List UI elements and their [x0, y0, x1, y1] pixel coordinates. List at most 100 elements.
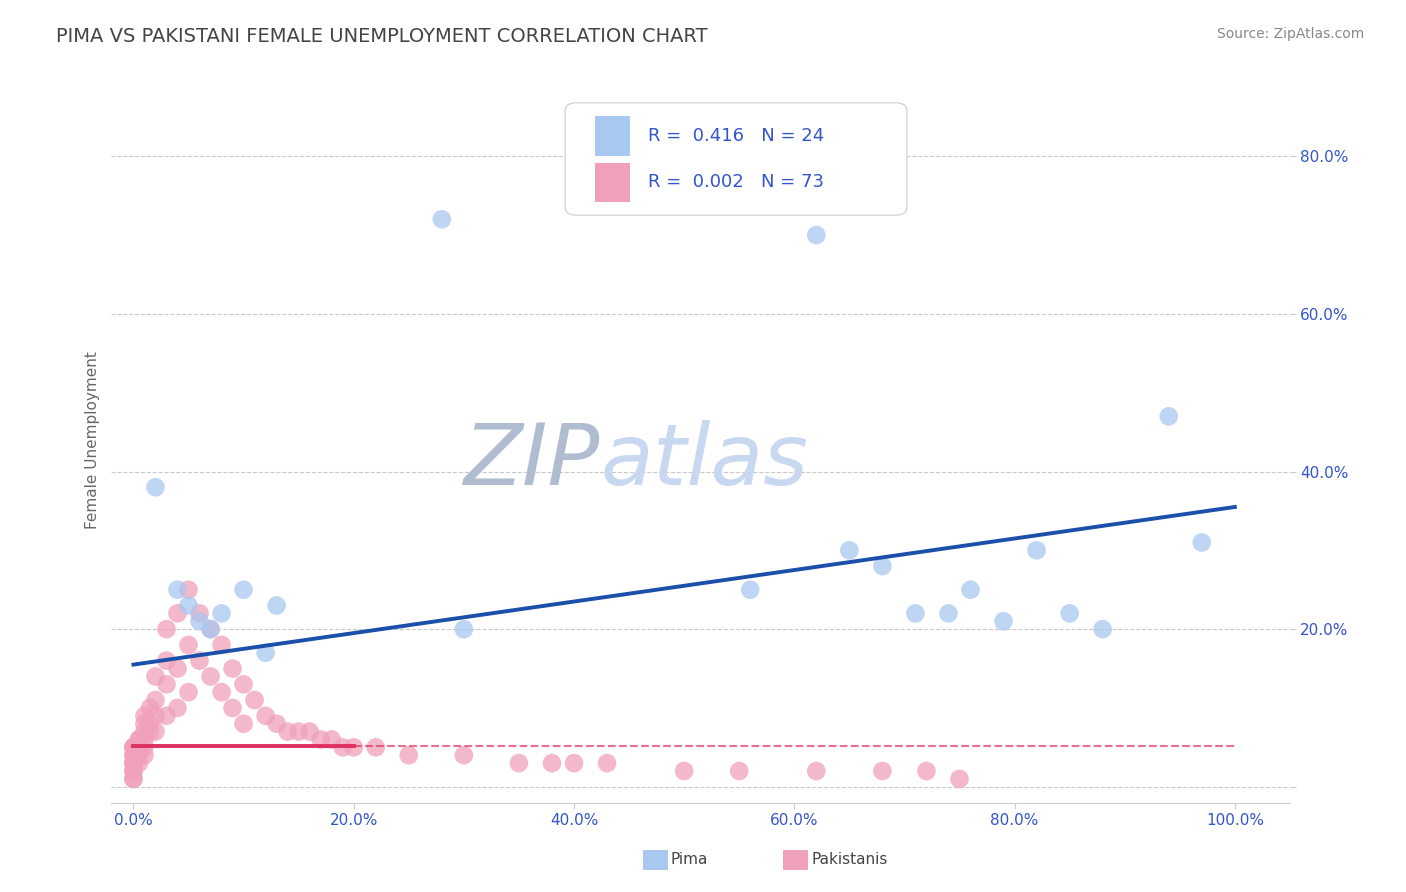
Point [177, 599, 200, 613]
Point [155, 654, 177, 668]
Point [298, 724, 321, 739]
Point [155, 708, 177, 723]
Point [134, 748, 156, 763]
Text: R =  0.002   N = 73: R = 0.002 N = 73 [648, 174, 824, 192]
Point [134, 724, 156, 739]
Point [122, 756, 145, 771]
Point [145, 480, 167, 494]
Point [122, 764, 145, 778]
Point [806, 228, 828, 243]
FancyBboxPatch shape [565, 103, 907, 215]
Point [872, 764, 894, 778]
Point [277, 724, 299, 739]
Text: Pakistanis: Pakistanis [811, 853, 887, 867]
Point [1059, 607, 1081, 621]
Point [122, 740, 145, 755]
Text: Pima: Pima [671, 853, 709, 867]
Point [122, 740, 145, 755]
Point [122, 772, 145, 786]
Point [122, 756, 145, 771]
Point [177, 582, 200, 597]
Point [177, 685, 200, 699]
Point [948, 772, 970, 786]
Point [993, 614, 1015, 628]
Point [1191, 535, 1213, 549]
Y-axis label: Female Unemployment: Female Unemployment [86, 351, 100, 529]
Point [155, 677, 177, 691]
Point [221, 701, 243, 715]
Point [200, 622, 222, 636]
Point [872, 559, 894, 574]
Point [139, 716, 162, 731]
Point [508, 756, 530, 771]
Point [128, 748, 150, 763]
Point [398, 748, 420, 763]
Point [128, 732, 150, 747]
Point [122, 740, 145, 755]
Point [211, 638, 233, 652]
Point [122, 748, 145, 763]
Point [321, 732, 343, 747]
Point [806, 764, 828, 778]
Point [188, 614, 211, 628]
Point [1091, 622, 1114, 636]
Point [453, 622, 475, 636]
Point [134, 732, 156, 747]
Point [541, 756, 564, 771]
Point [1157, 409, 1180, 424]
FancyBboxPatch shape [595, 116, 630, 156]
Point [134, 708, 156, 723]
Point [166, 701, 188, 715]
Point [177, 638, 200, 652]
Point [232, 716, 254, 731]
Point [166, 607, 188, 621]
Point [243, 693, 266, 707]
FancyBboxPatch shape [595, 162, 630, 202]
Point [287, 724, 309, 739]
Point [232, 677, 254, 691]
Point [122, 772, 145, 786]
Point [343, 740, 366, 755]
Point [332, 740, 354, 755]
Point [211, 685, 233, 699]
Point [145, 708, 167, 723]
Point [145, 693, 167, 707]
Point [673, 764, 696, 778]
Point [728, 764, 751, 778]
Point [915, 764, 938, 778]
Text: PIMA VS PAKISTANI FEMALE UNEMPLOYMENT CORRELATION CHART: PIMA VS PAKISTANI FEMALE UNEMPLOYMENT CO… [56, 27, 707, 45]
Point [254, 646, 277, 660]
Point [959, 582, 981, 597]
Point [145, 669, 167, 683]
Point [211, 607, 233, 621]
Point [139, 701, 162, 715]
Point [904, 607, 927, 621]
Point [838, 543, 860, 558]
Point [453, 748, 475, 763]
Point [134, 740, 156, 755]
Point [128, 756, 150, 771]
Point [200, 669, 222, 683]
Point [188, 654, 211, 668]
Point [122, 748, 145, 763]
Text: ZIP: ZIP [464, 420, 600, 503]
Point [134, 716, 156, 731]
Point [155, 622, 177, 636]
Point [938, 607, 960, 621]
Point [188, 607, 211, 621]
Point [1025, 543, 1047, 558]
Point [122, 756, 145, 771]
Point [221, 661, 243, 675]
Point [740, 582, 762, 597]
Point [128, 740, 150, 755]
Text: Source: ZipAtlas.com: Source: ZipAtlas.com [1216, 27, 1364, 41]
Text: R =  0.416   N = 24: R = 0.416 N = 24 [648, 128, 824, 145]
Point [128, 732, 150, 747]
Point [430, 212, 453, 227]
Point [266, 599, 288, 613]
Point [309, 732, 332, 747]
Point [145, 724, 167, 739]
Point [166, 661, 188, 675]
Point [266, 716, 288, 731]
Point [596, 756, 619, 771]
